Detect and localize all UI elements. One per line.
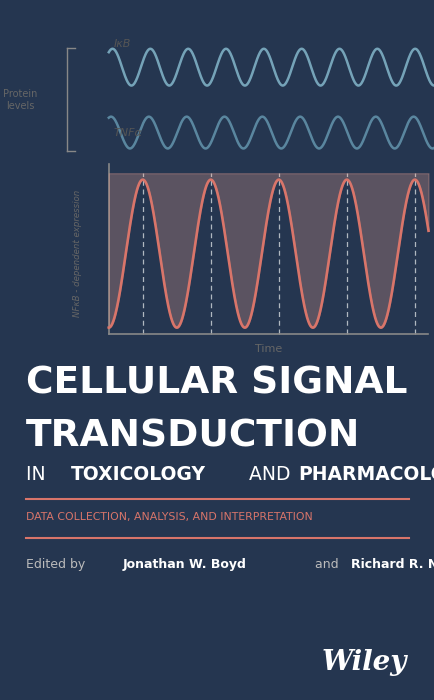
Text: CELLULAR SIGNAL: CELLULAR SIGNAL <box>26 365 407 402</box>
Text: Edited by: Edited by <box>26 559 89 571</box>
Text: IN: IN <box>26 465 52 484</box>
Text: and: and <box>310 559 342 571</box>
Text: DATA COLLECTION, ANALYSIS, AND INTERPRETATION: DATA COLLECTION, ANALYSIS, AND INTERPRET… <box>26 512 312 522</box>
Text: Time: Time <box>254 344 282 354</box>
Text: AND: AND <box>248 465 296 484</box>
Text: PHARMACOLOGY: PHARMACOLOGY <box>297 465 434 484</box>
Text: TOXICOLOGY: TOXICOLOGY <box>71 465 205 484</box>
Text: Wiley: Wiley <box>321 648 406 676</box>
Text: IκB: IκB <box>114 39 131 49</box>
Text: NFκB - dependent expression: NFκB - dependent expression <box>73 190 82 317</box>
Text: Jonathan W. Boyd: Jonathan W. Boyd <box>122 559 246 571</box>
Text: Protein
levels: Protein levels <box>3 89 38 111</box>
Text: TNFα: TNFα <box>114 127 142 138</box>
Text: Richard R. Neubig: Richard R. Neubig <box>350 559 434 571</box>
Text: TRANSDUCTION: TRANSDUCTION <box>26 418 360 454</box>
